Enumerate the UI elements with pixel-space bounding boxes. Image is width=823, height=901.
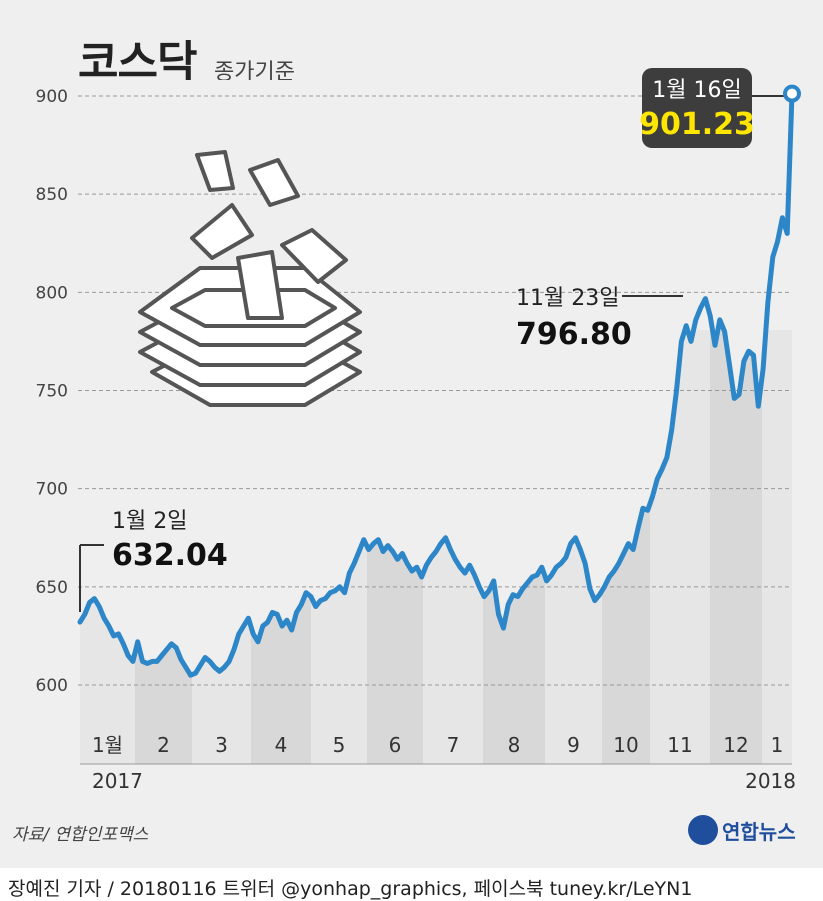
- annotation-peak: 11월 23일 796.80: [516, 286, 683, 352]
- y-tick-label: 650: [36, 578, 68, 598]
- month-band: [762, 330, 792, 764]
- callout-box: [642, 68, 752, 148]
- annotation-start-value: 632.04: [112, 538, 228, 573]
- annotation-start-date: 1월 2일: [112, 509, 187, 534]
- brand: 연합뉴스: [688, 815, 796, 845]
- box-with-flying-papers-icon: [138, 150, 362, 407]
- annotation-peak-value: 796.80: [516, 317, 632, 352]
- x-tick-label: 7: [447, 733, 460, 757]
- area-mask: [80, 80, 792, 677]
- yonhap-logo-icon: [688, 815, 718, 845]
- y-tick-label: 900: [36, 87, 68, 107]
- annotation-start: 1월 2일 632.04: [79, 509, 228, 612]
- month-bands: [80, 80, 792, 764]
- y-tick-label: 800: [36, 283, 68, 303]
- x-tick-label: 1월: [92, 733, 123, 757]
- y-tick-label: 750: [36, 382, 68, 402]
- annotation-latest: 1월 16일 901.23: [639, 68, 785, 148]
- x-tick-label: 1: [771, 733, 784, 757]
- year-label: 2017: [92, 769, 143, 793]
- annotation-latest-value: 901.23: [639, 107, 755, 142]
- x-tick-label: 10: [613, 733, 638, 757]
- x-tick-label: 9: [567, 733, 580, 757]
- month-band: [710, 330, 762, 764]
- annotation-peak-date: 11월 23일: [516, 286, 619, 311]
- kosdaq-line: [77, 91, 795, 678]
- latest-point-marker: [783, 84, 801, 103]
- x-tick-label: 8: [508, 733, 521, 757]
- source-note: 자료/ 연합인포맥스: [12, 825, 149, 845]
- y-tick-label: 850: [36, 185, 68, 205]
- chart-title: 코스닥: [78, 37, 197, 88]
- x-tick-label: 11: [667, 733, 692, 757]
- y-tick-label: 600: [36, 676, 68, 696]
- x-tick-label: 2: [157, 733, 170, 757]
- annotation-latest-date: 1월 16일: [652, 78, 741, 103]
- x-tick-label: 4: [275, 733, 288, 757]
- y-axis-ticks: 600 650 700 750 800 850 900: [36, 87, 68, 696]
- chart-svg: 600 650 700 750 800 850 900 1월 2 3 4 5 6 7 8 9 10 11 12 1 2…: [36, 68, 801, 793]
- y-tick-label: 700: [36, 480, 68, 500]
- x-tick-label: 3: [215, 733, 228, 757]
- x-tick-label: 6: [389, 733, 402, 757]
- brand-name: 연합뉴스: [722, 819, 796, 844]
- footer-bar: [0, 868, 823, 901]
- x-axis-ticks: 1월 2 3 4 5 6 7 8 9 10 11 12 1 2017 2018: [80, 733, 796, 793]
- x-tick-label: 12: [723, 733, 748, 757]
- credit-line: 장예진 기자 / 20180116 트위터 @yonhap_graphics, …: [8, 878, 693, 900]
- year-label: 2018: [745, 769, 796, 793]
- x-tick-label: 5: [333, 733, 346, 757]
